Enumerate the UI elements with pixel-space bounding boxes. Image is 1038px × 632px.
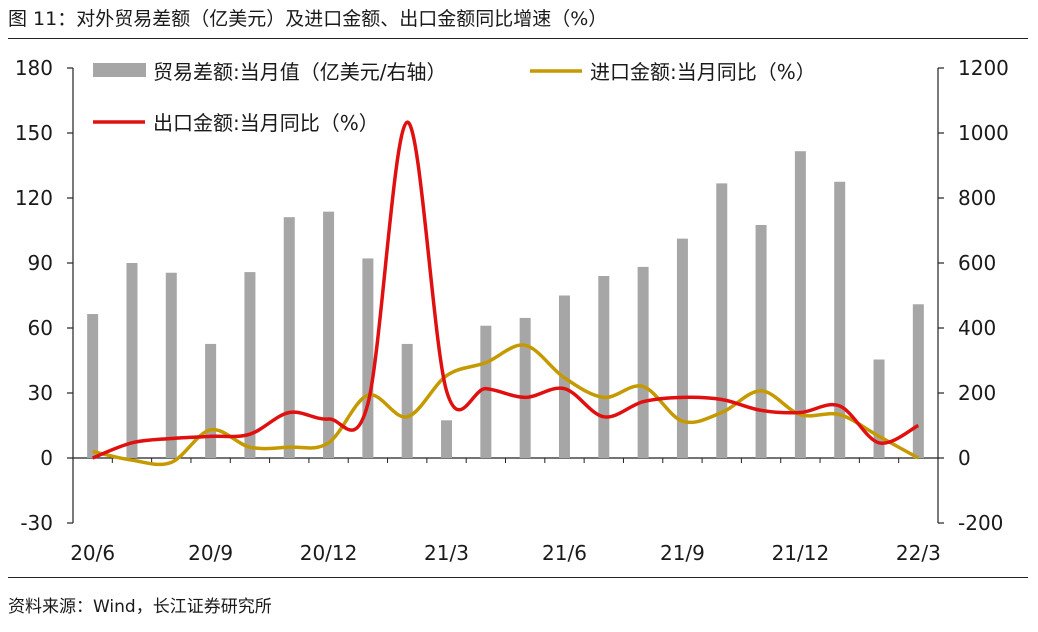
trade-balance-bar: [794, 151, 806, 458]
right-tick-label: 600: [958, 251, 996, 275]
bottom-rule: [8, 577, 1028, 578]
left-tick-label: 30: [28, 381, 53, 405]
right-tick-label: 200: [958, 381, 996, 405]
trade-balance-bar: [834, 181, 846, 458]
right-tick-label: 0: [958, 446, 971, 470]
left-tick-label: 150: [15, 121, 53, 145]
trade-balance-bar: [87, 314, 99, 458]
trade-balance-bar: [205, 343, 217, 458]
right-tick-label: 400: [958, 316, 996, 340]
x-tick-label: 21/3: [424, 541, 469, 565]
right-tick-label: 1200: [958, 56, 1009, 80]
trade-balance-bar: [480, 325, 492, 458]
x-tick-label: 21/12: [772, 541, 830, 565]
trade-balance-bar: [165, 272, 177, 458]
figure-title: 图 11：对外贸易差额（亿美元）及进口金额、出口金额同比增速（%）: [8, 8, 608, 30]
x-tick-label: 20/12: [300, 541, 358, 565]
left-tick-label: 60: [28, 316, 53, 340]
trade-balance-bar: [362, 258, 374, 458]
source-note: 资料来源：Wind，长江证券研究所: [8, 597, 272, 617]
x-tick-label: 21/9: [660, 541, 705, 565]
legend-label-trade-balance: 贸易差额:当月值（亿美元/右轴）: [153, 60, 446, 84]
right-tick-label: -200: [958, 511, 1003, 535]
trade-balance-bar: [676, 238, 688, 458]
x-tick-label: 22/3: [896, 541, 941, 565]
import-yoy-line: [92, 343, 920, 467]
trade-balance-bar: [401, 343, 413, 458]
export-yoy-line: [92, 120, 920, 460]
x-tick-label: 21/6: [542, 541, 587, 565]
x-tick-label: 20/6: [70, 541, 115, 565]
legend-label-import: 进口金额:当月同比（%）: [590, 60, 816, 84]
left-tick-label: 180: [15, 56, 53, 80]
left-tick-label: -30: [20, 511, 53, 535]
legend-label-export: 出口金额:当月同比（%）: [153, 111, 379, 135]
top-rule: [8, 38, 1028, 39]
left-tick-label: 0: [40, 446, 53, 470]
trade-balance-bar: [637, 266, 649, 458]
trade-balance-bar: [323, 211, 335, 458]
chart: 180 150 120 90 60 30 0 -30 1200 1000 800 600 400 200 0…: [15, 56, 1009, 565]
trade-balance-bar: [244, 272, 256, 458]
left-tick-label: 90: [28, 251, 53, 275]
legend-swatch-trade-balance: [93, 63, 146, 77]
right-tick-label: 1000: [958, 121, 1009, 145]
trade-balance-bar: [755, 224, 767, 458]
trade-balance-bar: [441, 420, 453, 458]
left-tick-label: 120: [15, 186, 53, 210]
trade-balance-bar: [283, 217, 295, 458]
trade-balance-bar: [519, 317, 531, 458]
right-tick-label: 800: [958, 186, 996, 210]
x-tick-label: 20/9: [188, 541, 233, 565]
trade-balance-bar: [716, 183, 728, 458]
trade-balance-bar: [126, 263, 138, 458]
trade-balance-bar: [912, 304, 924, 458]
trade-balance-bar: [598, 276, 610, 458]
trade-balance-bar: [873, 359, 885, 458]
